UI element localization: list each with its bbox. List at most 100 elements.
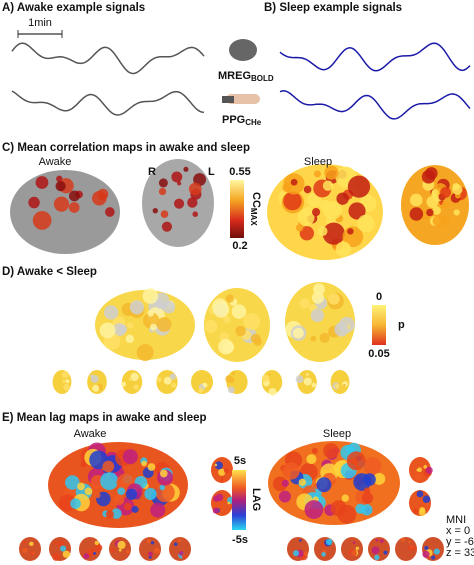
map-blob <box>298 478 307 486</box>
map-blob <box>330 500 347 517</box>
map-blob <box>100 471 119 491</box>
map-blob <box>123 502 132 511</box>
map-blob <box>99 322 116 339</box>
map-blob <box>235 325 246 337</box>
map-blob <box>299 298 310 309</box>
map-blob <box>425 167 438 180</box>
map-blob <box>53 196 70 212</box>
map-blob <box>375 538 379 542</box>
map-blob <box>128 377 133 381</box>
map-blob <box>173 198 185 209</box>
map-blob <box>311 208 321 217</box>
colorbar <box>372 305 386 345</box>
map-blob <box>53 541 57 545</box>
map-blob <box>183 166 189 172</box>
map-blob <box>70 498 81 509</box>
map-blob <box>28 196 40 209</box>
map-blob <box>63 383 71 391</box>
map-blob <box>142 288 159 304</box>
map-blob <box>319 332 330 343</box>
map-blob <box>292 327 304 339</box>
map-blob <box>293 550 300 557</box>
map-blob <box>103 305 119 320</box>
map-blob <box>408 540 412 544</box>
map-blob <box>213 301 230 318</box>
map-blob <box>419 506 426 513</box>
map-blob <box>227 386 235 394</box>
colorbar-top: 5s <box>234 455 246 467</box>
signal-label: PPGCHe <box>222 114 262 127</box>
map-blob <box>223 468 229 474</box>
map-blob <box>125 334 135 344</box>
map-blob <box>133 384 139 390</box>
map-blob <box>29 541 34 547</box>
map-blob <box>433 548 440 555</box>
map-blob <box>310 335 317 342</box>
map-blob <box>62 379 66 383</box>
map-blob <box>86 548 96 557</box>
map-blob <box>313 170 321 178</box>
panel-title: C) Mean correlation maps in awake and sl… <box>2 142 250 154</box>
map-blob <box>171 382 177 388</box>
map-blob <box>204 319 218 333</box>
map-blob <box>117 487 126 496</box>
map-blob <box>416 468 420 472</box>
map-blob <box>324 165 339 180</box>
map-blob <box>131 505 139 513</box>
map-blob <box>297 208 315 226</box>
map-blob <box>348 202 366 220</box>
map-blob <box>261 374 270 383</box>
map-blob <box>295 375 304 384</box>
map-blob <box>322 180 334 191</box>
map-blob <box>214 463 218 467</box>
map-blob <box>92 384 100 392</box>
map-blob <box>146 539 151 544</box>
map-blob <box>105 207 115 217</box>
map-blob <box>102 460 115 473</box>
signal-sub: BOLD <box>251 74 274 83</box>
map-blob <box>283 191 302 211</box>
map-blob <box>161 221 173 232</box>
map-blob <box>105 510 115 519</box>
colorbar-top: 0 <box>376 291 382 303</box>
map-blob <box>121 381 127 387</box>
map-blob <box>431 555 436 560</box>
waveform <box>279 42 471 72</box>
map-blob <box>150 541 155 545</box>
map-blob <box>94 540 100 546</box>
map-blob <box>311 447 318 454</box>
map-blob <box>65 475 80 490</box>
map-blob <box>268 388 277 396</box>
brain-slice <box>121 370 143 394</box>
map-blob <box>363 457 382 476</box>
map-blob <box>423 465 428 469</box>
map-blob <box>55 181 66 192</box>
map-blob <box>125 488 138 501</box>
map-blob <box>416 490 424 498</box>
map-blob <box>303 551 308 556</box>
map-blob <box>355 546 360 551</box>
map-blob <box>215 493 224 502</box>
panel-title: E) Mean lag maps in awake and sleep <box>2 412 207 424</box>
map-blob <box>94 492 101 499</box>
panel-label: Awake <box>74 428 107 440</box>
map-blob <box>98 193 106 201</box>
colorbar-bottom: 0.05 <box>368 348 389 360</box>
scale-label: 1min <box>28 17 52 29</box>
colorbar-label: p <box>398 319 405 331</box>
map-blob <box>152 207 158 214</box>
brain-slice <box>395 537 417 561</box>
map-blob <box>432 206 441 215</box>
map-blob <box>156 317 172 332</box>
map-blob <box>409 207 424 221</box>
map-blob <box>412 508 419 514</box>
map-blob <box>422 550 430 558</box>
map-blob <box>77 482 85 491</box>
map-blob <box>117 324 128 334</box>
map-blob <box>32 552 35 555</box>
map-blob <box>352 541 356 544</box>
map-blob <box>414 473 422 481</box>
map-blob <box>311 382 317 388</box>
label-main: CC <box>250 192 262 208</box>
map-blob <box>130 372 139 382</box>
